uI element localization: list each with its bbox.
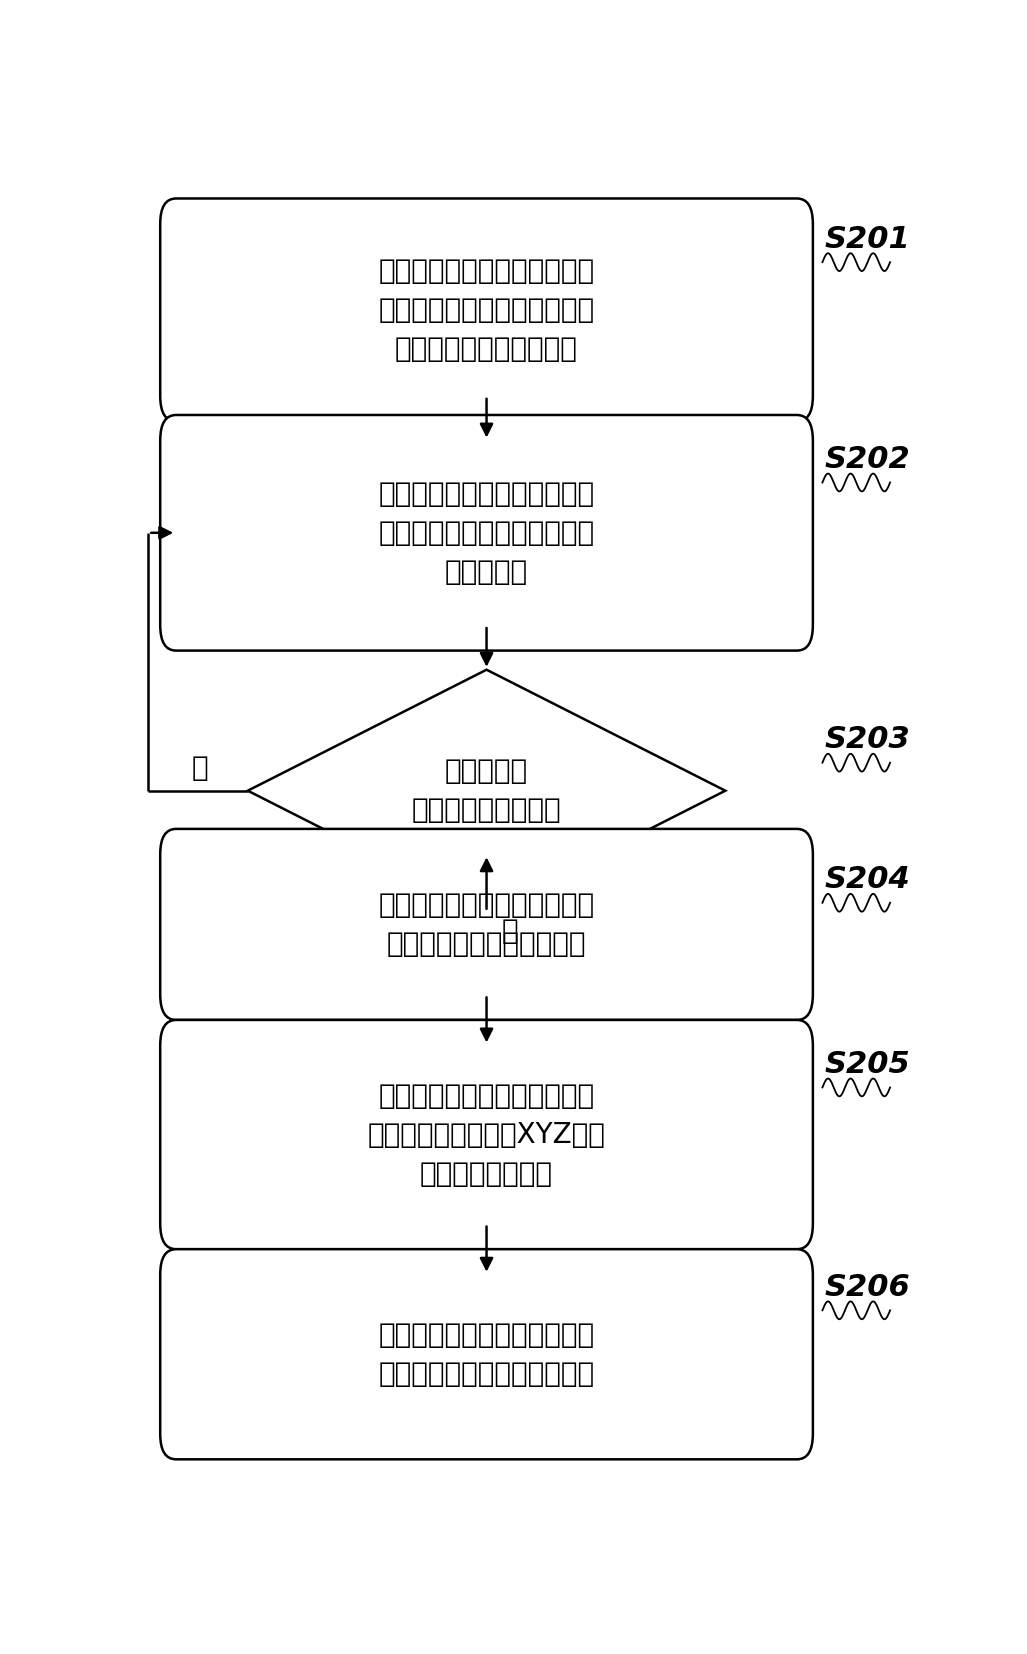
Text: 利用摄像头实时识别并记录用
户瞳孔在备显示界面上的第一
聚焦点位置: 利用摄像头实时识别并记录用 户瞳孔在备显示界面上的第一 聚焦点位置: [379, 480, 595, 586]
FancyBboxPatch shape: [160, 1021, 813, 1249]
Text: S201: S201: [825, 225, 911, 253]
Text: 实时检测终端设备的抖动量，
当抖动量等于或大于第二预设
阈値时，控制摄像头打开: 实时检测终端设备的抖动量， 当抖动量等于或大于第二预设 阈値时，控制摄像头打开: [379, 256, 595, 362]
Text: 获取当前用户瞳孔在所述显示
界面上的第二聚焦点位置。: 获取当前用户瞳孔在所述显示 界面上的第二聚焦点位置。: [379, 892, 595, 958]
Text: S206: S206: [825, 1274, 911, 1302]
Text: 比较并计算第二聚焦点位置相
对第一聚焦点位置在XYZ三个
方向上对应偏移量: 比较并计算第二聚焦点位置相 对第一聚焦点位置在XYZ三个 方向上对应偏移量: [368, 1082, 606, 1188]
FancyBboxPatch shape: [160, 829, 813, 1021]
Text: 抖动量等于
或大于第一预设阈値: 抖动量等于 或大于第一预设阈値: [412, 758, 562, 824]
Text: S203: S203: [825, 724, 911, 754]
FancyBboxPatch shape: [160, 415, 813, 650]
Text: S205: S205: [825, 1050, 911, 1078]
FancyBboxPatch shape: [160, 198, 813, 422]
Polygon shape: [248, 670, 725, 911]
FancyBboxPatch shape: [160, 1249, 813, 1459]
Text: S204: S204: [825, 865, 911, 895]
Text: S202: S202: [825, 445, 911, 475]
Text: 是: 是: [502, 916, 519, 944]
Text: 依据上述偏移量控制显示界面
上的内容做轴向运动纠正偏移: 依据上述偏移量控制显示界面 上的内容做轴向运动纠正偏移: [379, 1322, 595, 1388]
Text: 否: 否: [192, 754, 208, 782]
